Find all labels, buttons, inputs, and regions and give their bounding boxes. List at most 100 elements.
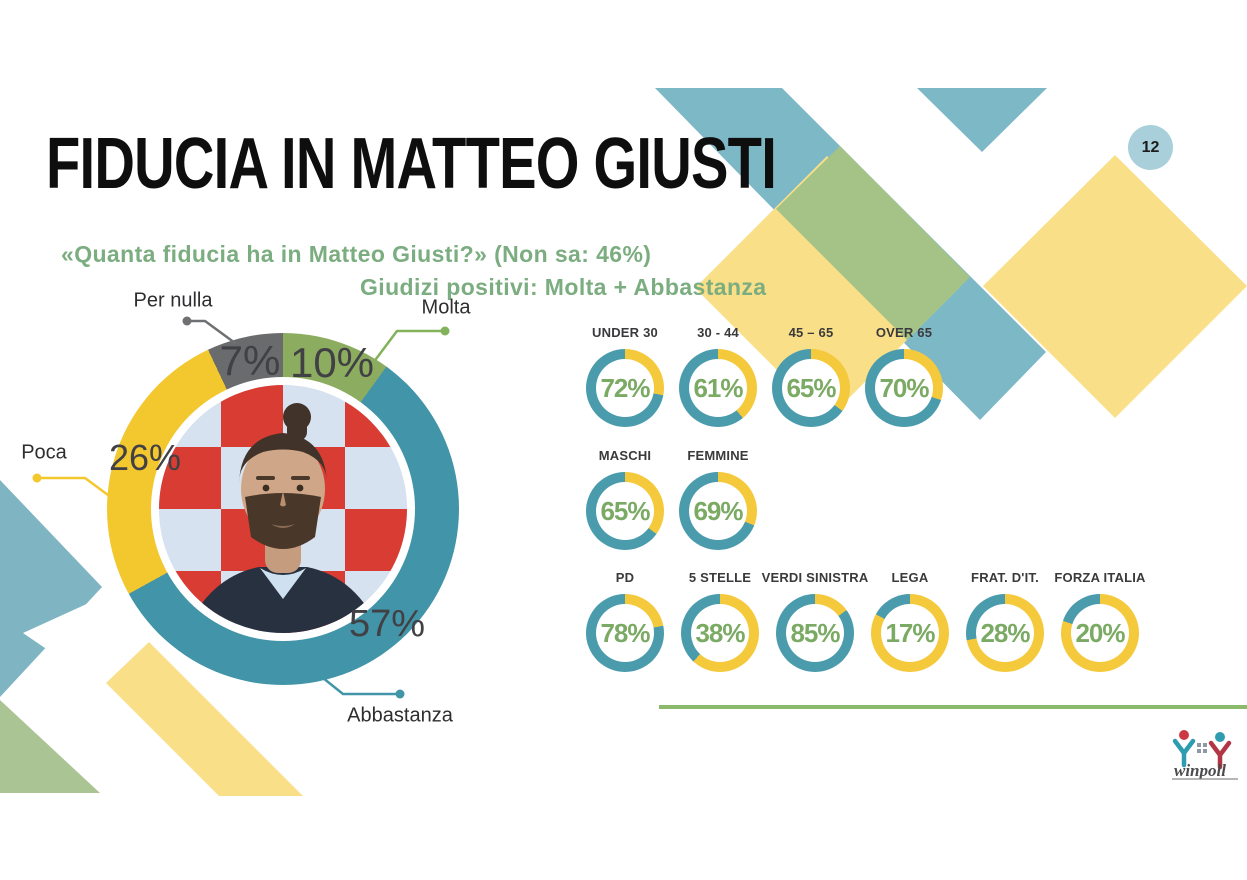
- donut-label-abbastanza: Abbastanza: [347, 704, 453, 727]
- deco-yellow-diamond-right: [983, 155, 1247, 418]
- gauge-row-gender: MASCHI 65% FEMMINE 69%: [586, 448, 757, 550]
- gauge-value: 65%: [600, 495, 650, 526]
- gauge-label: 30 - 44: [697, 325, 739, 340]
- gauge-ring: 65%: [772, 349, 850, 427]
- gauge-label: LEGA: [891, 570, 929, 585]
- leader-dot-molta: [440, 326, 450, 336]
- leader-dot-per-nulla: [182, 316, 192, 326]
- donut-label-per-nulla: Per nulla: [133, 289, 213, 312]
- leader-line-abbastanza: [321, 676, 402, 696]
- gauge-label: VERDI SINISTRA: [761, 570, 869, 585]
- gauge-label: MASCHI: [598, 448, 652, 463]
- gauge: MASCHI 65%: [586, 448, 664, 550]
- donut-value-abbastanza: 57%: [348, 603, 426, 645]
- gauge-hole: [786, 604, 844, 662]
- logo-person-right-icon: [1208, 732, 1232, 770]
- logo-window-icon: [1197, 743, 1207, 753]
- gauge-hole: [1071, 604, 1129, 662]
- donut-value-per-nulla: 7%: [219, 337, 281, 384]
- gauge: OVER 65 70%: [865, 325, 943, 427]
- gauge-hole: [689, 482, 747, 540]
- deco-chevron-notch: [23, 597, 102, 687]
- leader-dot-poca: [32, 473, 42, 483]
- gauge-value: 61%: [693, 372, 743, 403]
- gauge: UNDER 30 72%: [586, 325, 664, 427]
- donut-label-molta: Molta: [421, 296, 471, 319]
- gauge-row-party: PD 78% 5 STELLE 38% VERDI SINISTRA 85% L…: [586, 570, 1145, 672]
- person-figure: [185, 403, 381, 633]
- gauge-ring: 20%: [1061, 594, 1139, 672]
- gauge-label: PD: [615, 570, 635, 585]
- gauge-value: 17%: [885, 617, 935, 648]
- matteo-giusti-portrait: [159, 385, 407, 633]
- deco-green-overlap: [776, 146, 970, 340]
- gauge-ring: 65%: [586, 472, 664, 550]
- gauge-value: 38%: [695, 617, 745, 648]
- gauge-label: 45 – 65: [788, 325, 834, 340]
- gauge-value: 28%: [980, 617, 1030, 648]
- divider-rule: [659, 705, 1247, 709]
- deco-teal-chevron: [0, 480, 102, 697]
- gauge-hole: [782, 359, 840, 417]
- gauge-value: 69%: [693, 495, 743, 526]
- gauge-label: FRAT. D'IT.: [971, 570, 1039, 585]
- gauge: LEGA 17%: [871, 570, 949, 672]
- gauge-hole: [875, 359, 933, 417]
- logo-person-left-icon: [1172, 730, 1196, 768]
- gauge-value: 72%: [600, 372, 650, 403]
- gauge-ring: 38%: [681, 594, 759, 672]
- subtitle-positives: Giudizi positivi: Molta + Abbastanza: [360, 274, 767, 300]
- gauge-hole: [689, 359, 747, 417]
- gauge: FEMMINE 69%: [679, 448, 757, 550]
- donut-value-poca: 26%: [108, 437, 182, 478]
- gauge-ring: 69%: [679, 472, 757, 550]
- portrait-illustration: [159, 385, 407, 633]
- winpoll-logo-graphic: winpoll: [1172, 730, 1238, 780]
- winpoll-logo: winpoll: [1168, 728, 1244, 782]
- gauge-ring: 70%: [865, 349, 943, 427]
- gauge-label: 5 STELLE: [688, 570, 752, 585]
- gauge-label: FORZA ITALIA: [1054, 570, 1146, 585]
- donut-value-molta: 10%: [289, 339, 375, 386]
- gauge-ring: 85%: [776, 594, 854, 672]
- page-number-badge: 12: [1128, 125, 1173, 170]
- gauge-ring: 78%: [586, 594, 664, 672]
- gauge-value: 20%: [1075, 617, 1125, 648]
- gauge-ring: 61%: [679, 349, 757, 427]
- gauge-hole: [596, 359, 654, 417]
- gauge-label: UNDER 30: [592, 325, 658, 340]
- gauge-label: FEMMINE: [687, 448, 749, 463]
- gauge: 45 – 65 65%: [772, 325, 850, 427]
- gauge: 30 - 44 61%: [679, 325, 757, 427]
- leader-dot-abbastanza: [395, 689, 405, 699]
- logo-wordmark: winpoll: [1174, 761, 1226, 780]
- gauge: PD 78%: [586, 570, 664, 672]
- gauge-value: 65%: [786, 372, 836, 403]
- gauge-hole: [691, 604, 749, 662]
- gauge-value: 85%: [790, 617, 840, 648]
- gauge: FORZA ITALIA 20%: [1054, 570, 1145, 672]
- leader-line-molta: [371, 329, 447, 365]
- gauge-row-age: UNDER 30 72% 30 - 44 61% 45 – 65 65% OVE…: [586, 325, 943, 427]
- deco-teal-triangle: [917, 88, 1047, 152]
- gauge-hole: [596, 482, 654, 540]
- trust-donut-chart: [107, 333, 459, 685]
- page-number: 12: [1141, 138, 1160, 156]
- gauge-value: 70%: [879, 372, 929, 403]
- page-title: FIDUCIA IN MATTEO GIUSTI: [46, 124, 777, 204]
- gauge-hole: [976, 604, 1034, 662]
- gauge: 5 STELLE 38%: [681, 570, 759, 672]
- gauge-hole: [596, 604, 654, 662]
- gauge-value: 78%: [600, 617, 650, 648]
- gauge: FRAT. D'IT. 28%: [966, 570, 1044, 672]
- gauge-ring: 17%: [871, 594, 949, 672]
- gauge: VERDI SINISTRA 85%: [762, 570, 868, 672]
- gauge-hole: [881, 604, 939, 662]
- subtitle-question: «Quanta fiducia ha in Matteo Giusti?» (N…: [61, 241, 652, 267]
- gauge-ring: 72%: [586, 349, 664, 427]
- gauge-label: OVER 65: [875, 325, 933, 340]
- gauge-ring: 28%: [966, 594, 1044, 672]
- deco-green-triangle-bottom: [0, 700, 100, 793]
- donut-label-poca: Poca: [21, 441, 67, 464]
